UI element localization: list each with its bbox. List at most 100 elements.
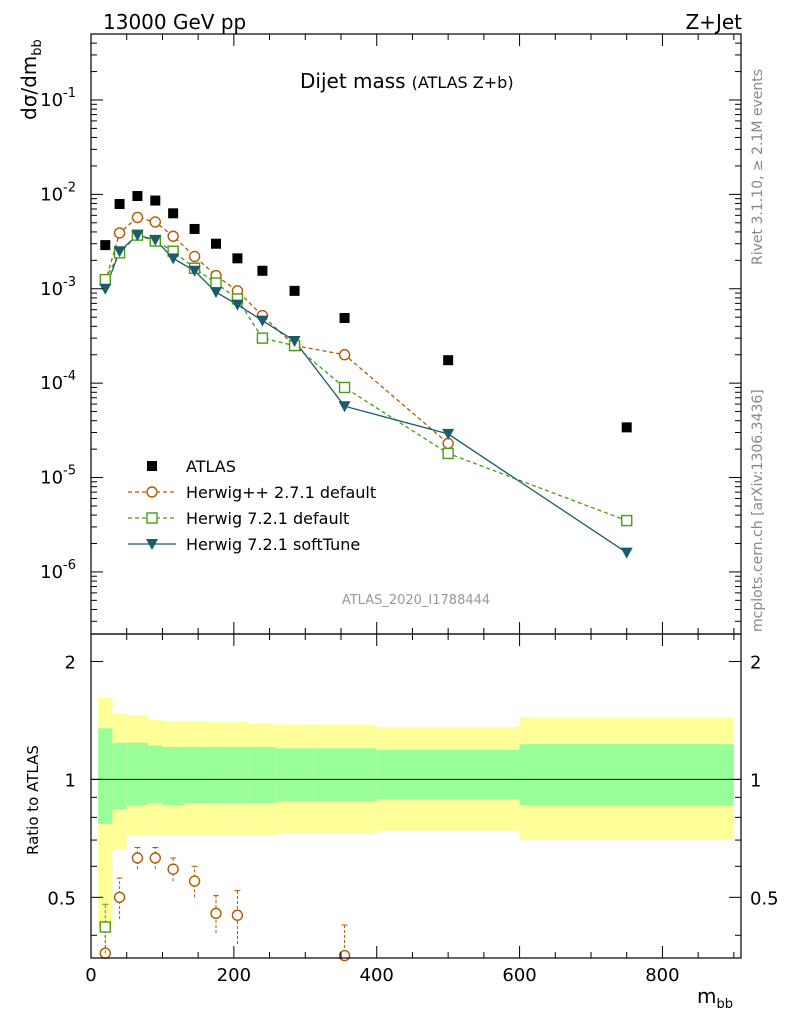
data-point: [149, 216, 161, 228]
legend-label: Herwig++ 2.7.1 default: [186, 483, 376, 502]
ratio-inner-band: [226, 746, 249, 804]
data-point: [113, 246, 126, 258]
data-point: [149, 234, 162, 246]
data-point: [338, 349, 351, 361]
ratio-point: [99, 921, 111, 933]
y-tick-label: 10-4: [40, 369, 76, 394]
ratio-y-tick-label: 0.5: [47, 888, 76, 909]
ratio-inner-band: [276, 748, 313, 802]
data-point: [620, 547, 633, 559]
legend: ATLAS Herwig++ 2.7.1 default Herwig 7.2.1 …: [128, 457, 376, 554]
ratio-point: [167, 863, 179, 875]
ratio-panel: 0.5 0.5 1 1 2 2 0 200 400 600 800 Ratio to ATLAS m…: [24, 633, 779, 1012]
ratio-inner-band: [183, 746, 206, 804]
series-line-1: [104, 216, 449, 444]
data-point: [338, 401, 351, 413]
data-point: [256, 315, 269, 327]
ratio-y-tick-label-right: 1: [750, 770, 761, 791]
data-point: [231, 299, 244, 311]
x-tick-label: 400: [360, 965, 394, 986]
data-point: [99, 273, 111, 286]
y-tick-label: 10-3: [40, 275, 76, 300]
x-tick-label: 200: [217, 965, 251, 986]
data-point: [210, 287, 222, 299]
series-line-2: [104, 234, 627, 522]
ratio-inner-band: [312, 748, 377, 802]
ratio-inner-band: [519, 744, 734, 806]
data-point: [257, 265, 268, 276]
legend-marker: [146, 512, 158, 524]
data-point: [339, 313, 350, 324]
data-point: [188, 265, 201, 277]
ratio-y-tick-label-right: 2: [750, 652, 761, 673]
data-point: [338, 381, 351, 394]
ratio-inner-band: [112, 742, 127, 810]
data-point: [442, 447, 454, 460]
data-point: [113, 227, 126, 239]
main-panel: 10-6 10-5 10-4 10-3 10-2 10-1 Dijet mass (ATLA…: [17, 33, 742, 635]
ratio-y-axis-label: Ratio to ATLAS: [24, 745, 42, 855]
ratio-point: [231, 909, 244, 921]
data-point: [167, 230, 179, 242]
ratio-inner-band: [376, 749, 520, 800]
data-point: [621, 422, 632, 433]
data-point: [114, 199, 125, 210]
ratio-y-tick-label: 1: [65, 770, 76, 791]
x-tick-label: 0: [85, 965, 96, 986]
plot-title: Dijet mass (ATLAS Z+b): [300, 69, 514, 93]
ratio-point: [188, 875, 201, 887]
legend-label: ATLAS: [186, 457, 236, 476]
y-tick-label: 10-1: [40, 86, 76, 111]
data-point: [442, 437, 454, 450]
ratio-point: [149, 852, 161, 864]
legend-marker: [146, 486, 158, 498]
data-point: [442, 428, 455, 440]
ratio-inner-band: [248, 746, 277, 804]
energy-label: 13000 GeV pp: [103, 10, 246, 34]
data-point: [210, 277, 222, 289]
legend-label: Herwig 7.2.1 default: [186, 509, 349, 528]
data-point: [99, 283, 112, 295]
data-point: [100, 240, 111, 251]
data-point: [132, 191, 143, 202]
data-point: [256, 332, 269, 344]
process-label: Z+Jet: [685, 10, 742, 34]
ratio-y-tick-label: 2: [65, 652, 76, 673]
mcplots-label: mcplots.cern.ch [arXiv:1306.3436]: [750, 389, 766, 632]
data-point: [211, 238, 221, 249]
data-point: [167, 253, 180, 265]
ratio-point: [113, 891, 126, 904]
x-tick-label: 800: [645, 965, 679, 986]
data-point: [188, 250, 201, 263]
data-point: [232, 253, 243, 264]
data-point: [168, 208, 179, 219]
ratio-point: [131, 852, 144, 864]
ratio-inner-band: [162, 746, 184, 806]
ratio-inner-band: [148, 745, 163, 804]
ratio-frame: [90, 633, 742, 959]
x-tick-label: 600: [502, 965, 536, 986]
ratio-y-tick-label-right: 0.5: [750, 888, 779, 909]
data-point: [189, 223, 200, 234]
legend-marker: [146, 539, 158, 550]
series-line-3: [104, 234, 628, 554]
data-point: [289, 285, 300, 296]
y-axis-label: dσ/dmbb: [17, 39, 45, 120]
y-tick-label: 10-2: [40, 180, 76, 205]
legend-marker: [147, 461, 157, 471]
data-point: [131, 230, 144, 242]
data-point: [288, 335, 301, 347]
analysis-label: ATLAS_2020_I1788444: [342, 593, 490, 608]
rivet-label: Rivet 3.1.10, ≥ 2.1M events: [750, 69, 766, 265]
y-tick-label: 10-6: [40, 558, 76, 583]
data-point: [621, 514, 633, 527]
x-axis-label: mbb: [697, 984, 733, 1012]
ratio-point: [210, 907, 222, 920]
ratio-inner-band: [205, 746, 227, 804]
ratio-inner-band: [126, 742, 149, 806]
legend-label: Herwig 7.2.1 softTune: [186, 535, 360, 554]
data-point: [150, 195, 161, 206]
data-point: [443, 355, 454, 366]
y-tick-label: 10-5: [40, 464, 76, 489]
